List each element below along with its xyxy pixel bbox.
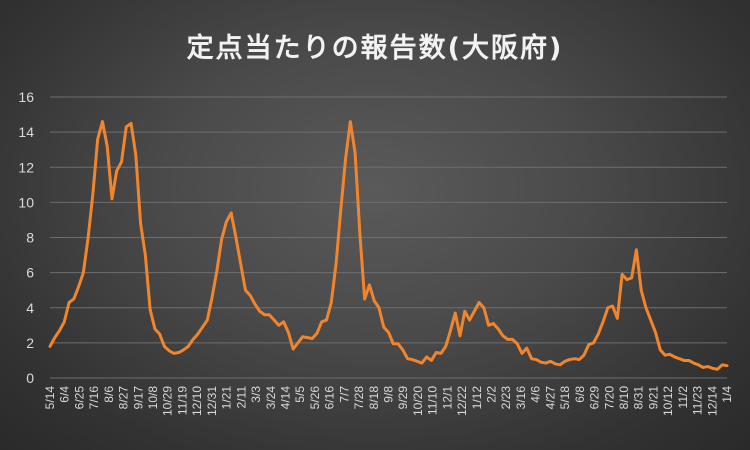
x-tick-label: 11/10	[426, 386, 440, 415]
x-tick-label: 8/27	[117, 386, 131, 410]
x-tick-label: 2/11	[234, 386, 248, 409]
x-tick-label: 1/12	[470, 386, 484, 410]
y-tick-label: 4	[26, 300, 34, 316]
x-tick-label: 9/21	[646, 386, 660, 410]
x-tick-label: 7/28	[352, 386, 366, 410]
x-tick-label: 8/10	[617, 386, 631, 410]
x-tick-label: 11/23	[691, 386, 705, 415]
x-tick-label: 8/31	[632, 386, 646, 410]
x-tick-label: 4/6	[529, 386, 543, 403]
gridlines	[50, 96, 727, 379]
x-tick-label: 6/8	[573, 386, 587, 403]
y-axis: 0 2 4 6 8 10 12 14 16	[18, 89, 34, 386]
x-tick-label: 6/16	[323, 386, 337, 410]
x-tick-label: 4/27	[543, 386, 557, 410]
x-tick-label: 10/12	[661, 386, 675, 416]
x-tick-label: 12/10	[190, 386, 204, 416]
x-tick-label: 6/4	[58, 386, 72, 403]
x-tick-label: 2/2	[485, 386, 499, 403]
y-tick-label: 16	[18, 89, 34, 105]
x-tick-label: 4/14	[278, 386, 292, 410]
x-tick-label: 3/24	[264, 386, 278, 410]
x-tick-label: 9/8	[382, 386, 396, 403]
x-tick-label: 10/20	[411, 386, 425, 416]
x-tick-label: 9/17	[131, 386, 145, 410]
x-tick-label: 1/4	[720, 386, 734, 403]
x-tick-label: 8/6	[102, 386, 116, 403]
y-tick-label: 14	[18, 124, 34, 140]
x-axis: 5/14 6/4 6/25 7/16 8/6 8/27 9/17 10/8 10/29 11/19…	[43, 386, 734, 416]
y-tick-label: 6	[26, 265, 34, 281]
y-tick-label: 12	[18, 159, 34, 175]
y-tick-label: 0	[26, 370, 34, 386]
series	[48, 120, 729, 371]
x-tick-label: 5/18	[558, 386, 572, 410]
x-tick-label: 9/29	[396, 386, 410, 410]
x-tick-label: 3/3	[249, 386, 263, 403]
x-tick-label: 8/18	[367, 386, 381, 410]
x-tick-label: 10/8	[146, 386, 160, 410]
x-tick-label: 6/29	[588, 386, 602, 410]
x-tick-label: 11/2	[676, 386, 690, 409]
x-tick-label: 11/19	[175, 386, 189, 415]
x-tick-label: 5/5	[293, 386, 307, 403]
x-tick-label: 5/26	[308, 386, 322, 410]
x-tick-label: 7/20	[602, 386, 616, 410]
x-tick-label: 12/1	[440, 386, 454, 410]
x-tick-label: 1/21	[220, 386, 234, 410]
x-tick-label: 7/7	[337, 386, 351, 403]
x-tick-label: 2/23	[499, 386, 513, 410]
x-tick-label: 12/31	[205, 386, 219, 416]
chart-title: 定点当たりの報告数(大阪府)	[186, 33, 564, 64]
y-tick-label: 2	[26, 335, 34, 351]
x-tick-label: 7/16	[87, 386, 101, 410]
x-tick-label: 12/14	[705, 386, 719, 416]
y-tick-label: 8	[26, 230, 34, 246]
y-tick-label: 10	[18, 194, 34, 210]
x-tick-label: 12/22	[455, 386, 469, 416]
series-line	[48, 120, 729, 371]
x-tick-label: 5/14	[43, 386, 57, 410]
x-tick-label: 6/25	[72, 386, 86, 410]
x-tick-label: 10/29	[161, 386, 175, 416]
x-tick-label: 3/16	[514, 386, 528, 410]
